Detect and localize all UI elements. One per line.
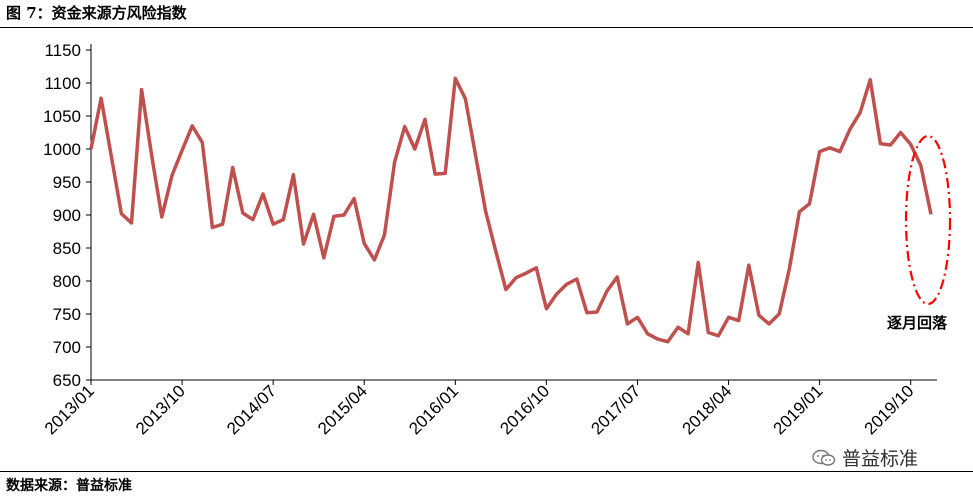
x-tick-label: 2018/04 bbox=[678, 381, 735, 438]
x-tick-label: 2013/10 bbox=[132, 381, 189, 438]
top-rule bbox=[0, 27, 973, 28]
y-tick-label: 650 bbox=[53, 371, 81, 390]
y-tick-label: 850 bbox=[53, 239, 81, 258]
x-tick-label: 2017/07 bbox=[587, 381, 644, 438]
series-line bbox=[89, 76, 933, 344]
y-tick-label: 1100 bbox=[44, 74, 81, 93]
y-tick-label: 800 bbox=[53, 272, 81, 291]
x-tick-label: 2016/01 bbox=[405, 381, 462, 438]
annotation-ellipse bbox=[904, 134, 952, 306]
y-tick-label: 1050 bbox=[43, 107, 81, 126]
y-tick-label: 750 bbox=[53, 305, 81, 324]
y-tick-label: 1150 bbox=[44, 41, 81, 60]
y-tick-label: 950 bbox=[53, 173, 81, 192]
y-tick-label: 1000 bbox=[43, 140, 81, 159]
y-tick-label: 900 bbox=[53, 206, 81, 225]
figure-title: 图 7：资金来源方风险指数 bbox=[6, 4, 187, 22]
annotation-text: 逐月回落 bbox=[887, 314, 948, 332]
x-tick-label: 2019/01 bbox=[770, 381, 827, 438]
y-axis-ticks: 650 700 750 800 850 900 950 1000 1050 1100 1150 bbox=[43, 41, 91, 390]
x-tick-label: 2014/07 bbox=[223, 381, 280, 438]
y-tick-label: 700 bbox=[53, 338, 81, 357]
x-tick-label: 2016/10 bbox=[496, 381, 553, 438]
data-source: 数据来源：普益标准 bbox=[6, 478, 132, 494]
x-tick-label: 2019/10 bbox=[861, 381, 918, 438]
watermark: 普益标准 bbox=[812, 444, 918, 471]
bottom-rule bbox=[0, 471, 973, 472]
watermark-text: 普益标准 bbox=[842, 448, 919, 470]
x-axis-ticks: 2013/01 2013/10 2014/07 2015/04 2016/01 2016/… bbox=[41, 380, 918, 438]
wechat-icon bbox=[812, 449, 836, 466]
chart-axes bbox=[90, 44, 937, 381]
x-tick-label: 2015/04 bbox=[314, 381, 371, 438]
